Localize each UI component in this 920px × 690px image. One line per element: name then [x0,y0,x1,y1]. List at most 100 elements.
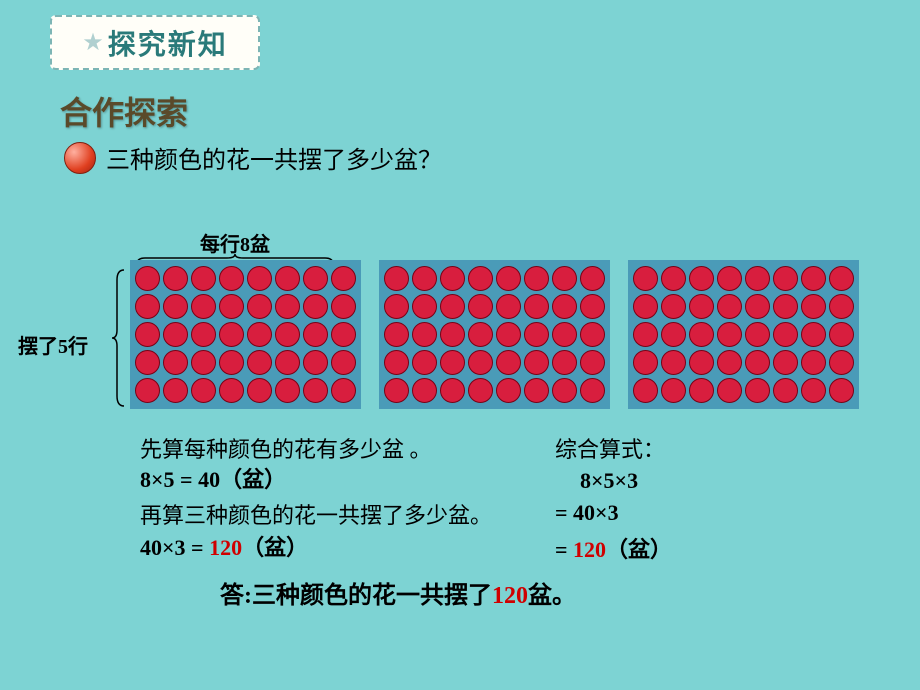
dot-icon [163,378,188,403]
dot-icon [303,266,328,291]
dot-icon [440,350,465,375]
dot-icon [801,350,826,375]
dot-icon [580,294,605,319]
dot-icon [163,322,188,347]
dot-icon [580,378,605,403]
dot-icon [412,350,437,375]
dot-icon [496,266,521,291]
star-icon: ★ [82,28,104,57]
grid-row [384,378,605,403]
dot-icon [135,294,160,319]
answer-suffix: 盆。 [528,583,576,609]
dot-icon [303,350,328,375]
dot-icon [689,322,714,347]
dot-icon [829,350,854,375]
step1-equation: 8×5 = 40（盆） [140,462,286,494]
dot-icon [829,294,854,319]
dot-icon [247,378,272,403]
dot-icon [801,294,826,319]
dot-icon [163,294,188,319]
dot-icon [468,294,493,319]
dot-icon [384,294,409,319]
dot-icon [633,266,658,291]
dot-icon [412,266,437,291]
grid-row [633,266,854,291]
dot-icon [689,294,714,319]
dot-icon [247,294,272,319]
dot-icon [412,322,437,347]
dot-icon [773,350,798,375]
dot-icon [275,294,300,319]
dot-icon [801,322,826,347]
combined-line3: = 120（盆） [555,532,672,564]
dot-icon [829,378,854,403]
dot-icon [524,350,549,375]
dot-icon [661,294,686,319]
dot-icon [135,266,160,291]
grid-row [135,322,356,347]
grid-row [633,378,854,403]
dot-icon [773,266,798,291]
step1-label: 先算每种颜色的花有多少盆 。 [140,432,432,464]
dot-icon [384,350,409,375]
dot-icon [163,266,188,291]
dot-icon [633,378,658,403]
combined-line2: = 40×3 [555,500,619,526]
dot-icon [331,350,356,375]
question-text: 三种颜色的花一共摆了多少盆？ [106,140,442,175]
dot-icon [247,322,272,347]
dot-icon [717,350,742,375]
dot-icon [496,322,521,347]
dot-icon [633,350,658,375]
dot-icon [552,350,577,375]
dot-icon [773,378,798,403]
dot-grid [379,260,610,409]
dot-icon [191,322,216,347]
dot-icon [496,294,521,319]
banner-text: 探究新知 [108,23,228,63]
dot-icon [496,350,521,375]
dot-icon [135,350,160,375]
dot-icon [135,378,160,403]
dot-icon [717,266,742,291]
dot-icon [191,266,216,291]
step2-label: 再算三种颜色的花一共摆了多少盆。 [140,498,492,530]
dot-icon [689,378,714,403]
dot-icon [661,322,686,347]
final-answer: 答:三种颜色的花一共摆了120盆。 [220,575,576,610]
dot-icon [580,322,605,347]
subtitle: 合作探索 [60,88,188,134]
dot-icon [219,378,244,403]
dot-grid-container [130,260,859,409]
dot-icon [633,322,658,347]
dot-icon [191,378,216,403]
dot-icon [689,266,714,291]
grid-row [384,350,605,375]
grid-row [135,266,356,291]
answer-prefix: 答:三种颜色的花一共摆了 [220,583,492,609]
dot-icon [717,322,742,347]
dot-icon [745,378,770,403]
grid-row [633,294,854,319]
dot-icon [661,350,686,375]
dot-icon [829,322,854,347]
dot-icon [745,266,770,291]
grid-row [135,378,356,403]
dot-icon [524,266,549,291]
grid-row [633,350,854,375]
dot-icon [275,322,300,347]
row-count-label: 摆了5行 [18,330,88,359]
dot-grid [628,260,859,409]
dot-icon [384,322,409,347]
dot-icon [552,266,577,291]
dot-icon [384,378,409,403]
grid-row [135,294,356,319]
eq-unit: （盆） [242,535,308,560]
dot-icon [661,378,686,403]
sphere-icon [64,142,96,174]
dot-icon [219,350,244,375]
dot-icon [247,350,272,375]
dot-grid [130,260,361,409]
answer-value: 120 [492,583,528,609]
dot-icon [801,378,826,403]
